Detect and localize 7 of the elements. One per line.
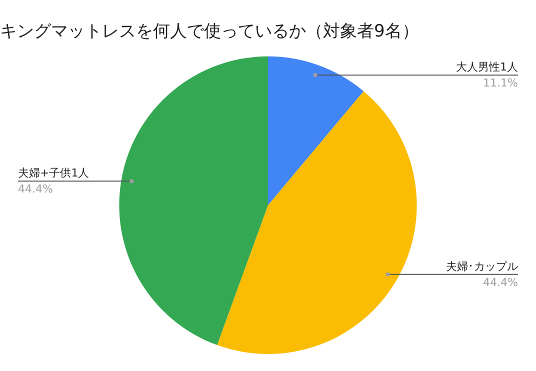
slice-label: 夫婦+子供1人 xyxy=(18,166,90,180)
data-label: 11.1% xyxy=(483,76,518,90)
data-label: 44.4% xyxy=(483,276,518,289)
data-label: 44.4% xyxy=(18,182,53,196)
slice-label: 大人男性1人 xyxy=(456,60,518,74)
slice-label: 夫婦･カップル xyxy=(446,260,518,273)
chart-title: キングマットレスを何人で使っているか（対象者9名） xyxy=(0,22,419,42)
